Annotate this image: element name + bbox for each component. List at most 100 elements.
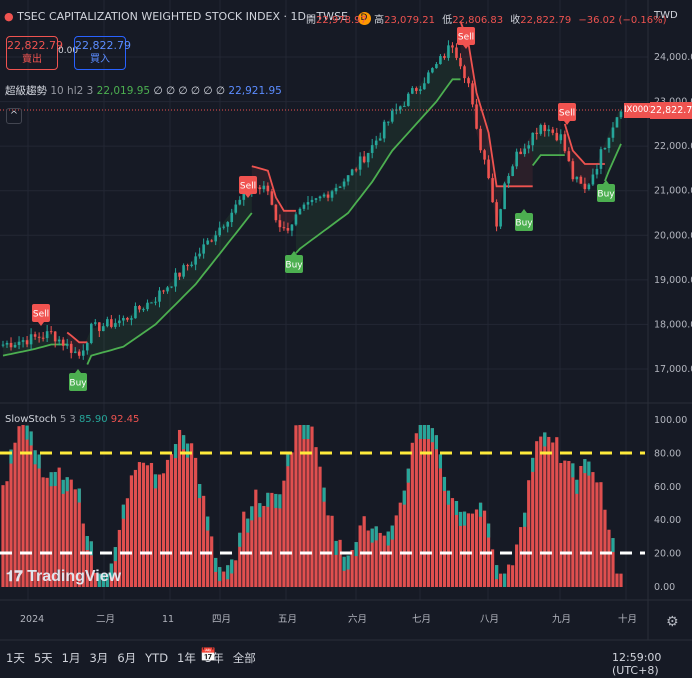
time-tick-label: 四月 xyxy=(212,614,231,625)
stoch-tick-label: 20.00 xyxy=(654,549,681,560)
candle xyxy=(555,132,559,141)
supertrend-line xyxy=(563,123,605,165)
stoch-name: SlowStoch xyxy=(5,414,57,425)
candle xyxy=(607,137,611,149)
stoch-bar xyxy=(499,573,503,587)
stoch-bar xyxy=(442,476,447,587)
stoch-bar xyxy=(543,432,547,587)
date-range-icon[interactable]: 📅 xyxy=(200,648,217,663)
stoch-bar xyxy=(470,513,475,587)
candle xyxy=(306,202,310,205)
stoch-bar xyxy=(374,526,378,587)
symbol-title[interactable]: TSEC CAPITALIZATION WEIGHTED STOCK INDEX… xyxy=(17,10,348,23)
timeframe-7[interactable]: 5年 xyxy=(204,651,224,665)
timeframe-1[interactable]: 5天 xyxy=(33,651,53,665)
stoch-bar xyxy=(575,479,579,587)
candle xyxy=(166,287,169,292)
timeframe-8[interactable]: 全部 xyxy=(232,651,256,665)
candle xyxy=(519,151,522,155)
timeframe-4[interactable]: 6月 xyxy=(117,651,137,665)
stoch-bar xyxy=(595,482,599,587)
supertrend-line xyxy=(251,165,296,212)
stoch-bar xyxy=(173,444,178,587)
stoch-bar xyxy=(65,477,69,587)
stoch-bar xyxy=(454,501,459,587)
stoch-bar xyxy=(354,542,358,587)
stoch-bar xyxy=(410,442,414,587)
clock-display[interactable]: 12:59:00 (UTC+8) xyxy=(612,651,662,677)
stoch-bar xyxy=(61,479,65,587)
stoch-bar xyxy=(125,498,130,587)
stoch-bar xyxy=(77,488,81,587)
buy-price: 22,822.79 xyxy=(75,39,131,52)
timeframe-badge[interactable]: D xyxy=(357,12,371,25)
stoch-bar xyxy=(318,466,322,587)
stoch-bar xyxy=(414,433,418,587)
candle xyxy=(286,228,290,231)
timeframe-2[interactable]: 1月 xyxy=(61,651,81,665)
stoch-bar xyxy=(366,530,370,587)
candle xyxy=(326,194,330,198)
candle xyxy=(487,159,490,179)
legend-collapse-icon[interactable]: ● xyxy=(4,10,14,23)
candle xyxy=(65,343,69,346)
stoch-bar xyxy=(430,428,434,587)
candle xyxy=(73,351,77,353)
sell-button[interactable]: 22,822.79 賣出 xyxy=(6,36,63,70)
candle xyxy=(81,350,85,356)
candle xyxy=(407,93,410,106)
timeframe-0[interactable]: 1天 xyxy=(6,651,25,665)
stoch-bar xyxy=(330,515,334,587)
tradingview-logo[interactable]: 𝟏𝟕 TradingView xyxy=(6,568,121,586)
candle xyxy=(595,168,599,175)
stoch-bar xyxy=(93,572,97,587)
buy-button[interactable]: 22,822.79 買入 xyxy=(74,36,131,70)
candle xyxy=(346,175,350,182)
stoch-bar xyxy=(402,490,406,587)
candle xyxy=(439,56,442,65)
timeframe-3[interactable]: 3月 xyxy=(89,651,109,665)
candle xyxy=(134,305,137,319)
currency-label[interactable]: TWD xyxy=(654,10,678,21)
stoch-bar xyxy=(17,426,21,587)
stoch-bar xyxy=(266,492,270,587)
candle xyxy=(57,339,61,342)
stoch-bar xyxy=(290,452,294,587)
candle xyxy=(318,196,322,199)
supertrend-legend[interactable]: 超級趨勢 10 hl2 3 22,019.95 ∅ ∅ ∅ ∅ ∅ ∅ 22,9… xyxy=(5,83,282,98)
candle xyxy=(238,199,242,205)
candle xyxy=(114,323,117,327)
stoch-bar xyxy=(214,557,218,587)
stoch-bar xyxy=(551,442,555,587)
candle xyxy=(69,343,73,353)
stoch-legend[interactable]: SlowStoch 5 3 85.90 92.45 xyxy=(5,414,139,425)
stoch-bar xyxy=(145,465,150,587)
collapse-legend-button[interactable]: ^ xyxy=(6,108,22,124)
timeframe-6[interactable]: 1年 xyxy=(177,651,196,665)
stoch-tick-label: 60.00 xyxy=(654,482,681,493)
stoch-bar xyxy=(21,425,25,587)
candle xyxy=(330,191,334,198)
candle xyxy=(354,169,358,171)
signal-label: Buy xyxy=(285,261,303,271)
candle xyxy=(17,341,21,345)
stoch-bar xyxy=(1,485,5,587)
ohlc-close: 22,822.79 xyxy=(520,15,572,26)
candle xyxy=(162,290,165,292)
candle xyxy=(563,134,567,152)
price-tick-label: 19,000.00 xyxy=(654,275,692,286)
candle xyxy=(130,318,133,320)
buy-signal: Buy xyxy=(597,180,615,202)
timeframe-5[interactable]: YTD xyxy=(145,651,169,665)
time-axis[interactable]: 2024 二月 11 四月 五月 六月 七月 八月 九月 十月 xyxy=(20,613,637,625)
stoch-bar xyxy=(450,498,455,587)
candle xyxy=(190,264,193,266)
candle xyxy=(591,174,595,185)
axis-settings-icon[interactable]: ⚙ xyxy=(666,614,679,630)
stoch-axis[interactable]: 100.00 80.00 60.00 40.00 20.00 0.00 xyxy=(654,415,687,593)
candle xyxy=(29,334,33,345)
candle xyxy=(443,56,446,58)
candle xyxy=(362,156,366,163)
stoch-bar xyxy=(190,443,194,587)
